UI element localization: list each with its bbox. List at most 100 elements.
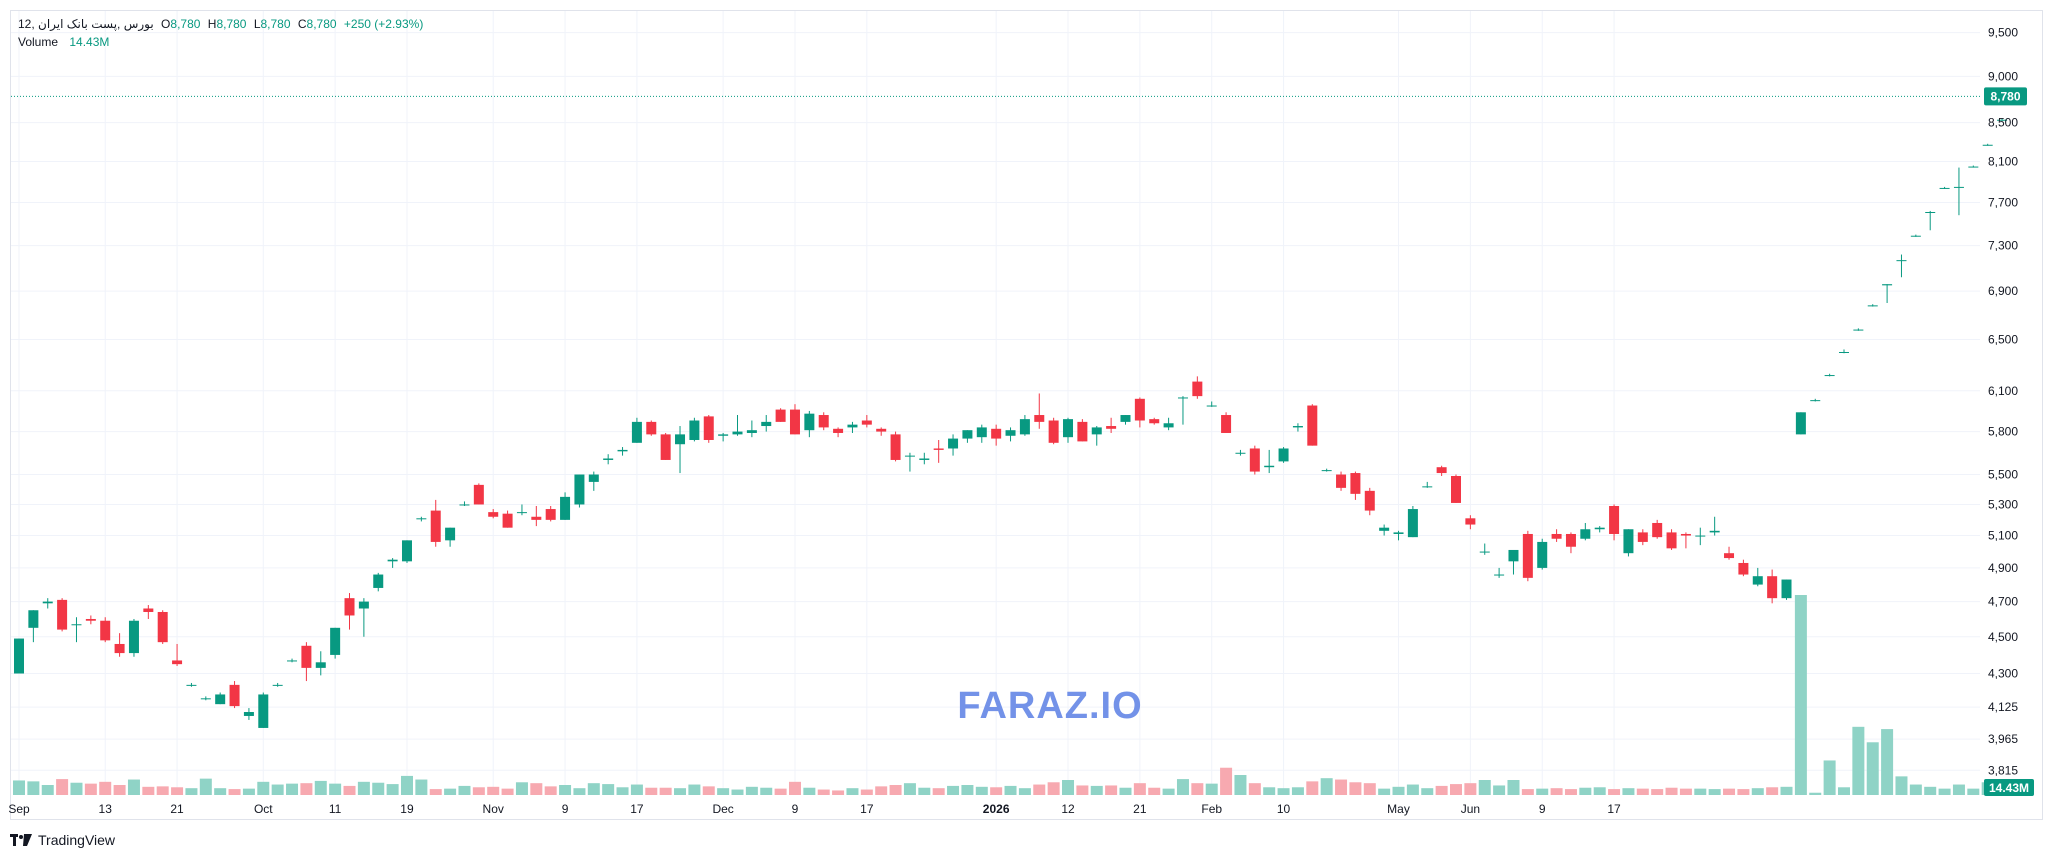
volume-bar (1105, 785, 1118, 795)
candle-body (689, 420, 700, 440)
volume-bar (1507, 780, 1520, 795)
candle-body (1134, 398, 1145, 421)
tradingview-logo[interactable]: TradingView (10, 832, 115, 848)
candle-body (1336, 474, 1347, 488)
volume-bar (70, 782, 83, 795)
volume-label[interactable]: Volume (18, 35, 59, 49)
volume-bar (372, 782, 385, 795)
candle-body (488, 512, 499, 517)
candle-body (833, 428, 844, 433)
volume-bar (961, 785, 974, 795)
candle-body (358, 601, 369, 609)
volume-bar (1708, 789, 1721, 795)
volume-bar (1090, 785, 1103, 795)
candle-body (1379, 527, 1390, 531)
candle-body (1838, 351, 1849, 353)
candle-body (1364, 490, 1375, 511)
volume-bar (1176, 779, 1189, 795)
volume-bar (400, 775, 413, 795)
volume-bar (271, 784, 284, 795)
volume-bar (1162, 788, 1175, 795)
candle-body (1824, 375, 1835, 377)
volume-bar (645, 787, 658, 795)
candle-body (761, 421, 772, 427)
volume-bar (544, 786, 557, 795)
candle-body (890, 434, 901, 460)
volume-bar (788, 781, 801, 795)
candle-body (919, 458, 930, 460)
volume-bar (1909, 784, 1922, 795)
volume-bar (185, 788, 198, 795)
candle-body (775, 409, 786, 422)
volume-bar (1579, 787, 1592, 795)
volume-bar (702, 786, 715, 795)
close-value: 8,780 (306, 17, 337, 31)
time-tick-label: Jun (1461, 802, 1480, 816)
open-label: O (161, 17, 171, 31)
volume-bar (659, 787, 672, 795)
volume-bar (13, 780, 25, 795)
candle-body (1939, 187, 1950, 189)
volume-bar (515, 782, 528, 795)
volume-bar (1493, 785, 1506, 795)
price-tick-label: 9,000 (1988, 69, 2018, 83)
volume-bar (1435, 785, 1448, 795)
price-axis[interactable]: 9,500 9,000 8,500 8,100 7,700 7,300 6,900 6,500… (1988, 26, 2018, 778)
volume-bar (731, 789, 744, 795)
time-tick-label: 2026 (983, 802, 1010, 816)
volume-bar (142, 786, 155, 795)
time-tick-label: 9 (562, 802, 569, 816)
time-tick-label: 21 (1133, 802, 1147, 816)
volume-bar (300, 783, 313, 795)
candle-body (818, 415, 829, 428)
candle-body (904, 455, 915, 457)
candle-body (143, 608, 154, 612)
volume-bar (257, 781, 270, 795)
candle-body (301, 645, 312, 668)
volume-bar (487, 786, 500, 795)
high-value: 8,780 (216, 17, 247, 31)
volume-bar (530, 783, 543, 795)
volume-bar (860, 789, 873, 795)
volume-bar (329, 783, 342, 795)
candle-body (1968, 166, 1979, 168)
candle-body (1738, 562, 1749, 575)
candle-body (1494, 574, 1505, 576)
volume-bar (386, 784, 399, 795)
symbol-name[interactable]: بورس ,پست بانک ایران ,12 (18, 17, 154, 31)
volume-bar (99, 781, 112, 795)
time-tick-label: Dec (712, 802, 733, 816)
volume-bar (228, 789, 241, 795)
price-tick-label: 5,800 (1988, 425, 2018, 439)
volume-bar (1809, 792, 1822, 795)
candle-body (861, 420, 872, 425)
volume-bar (1320, 778, 1333, 795)
volume-bar (84, 783, 97, 795)
volume-bar (415, 779, 428, 795)
volume-bar (458, 785, 471, 795)
candle-body (387, 559, 398, 562)
volume-bar (1723, 788, 1736, 795)
candle-body (1292, 426, 1303, 428)
volume-bar (1852, 726, 1865, 795)
candle-body (1810, 400, 1821, 402)
candle-body (1910, 235, 1921, 237)
volume-bar (990, 787, 1003, 795)
price-tick-label: 4,500 (1988, 630, 2018, 644)
candle-body (1652, 522, 1663, 538)
candle-body (1451, 475, 1461, 503)
price-tick-label: 4,700 (1988, 595, 2018, 609)
volume-bar (214, 788, 227, 795)
candle-body (1882, 284, 1893, 286)
last-price-badge (1984, 87, 2027, 106)
time-axis[interactable]: Sep 13 21 Oct 11 19 Nov 9 17 Dec 9 17 2026 12 21 Feb 10 M… (8, 802, 1621, 816)
volume-bar (1780, 786, 1793, 795)
time-tick-label: 13 (99, 802, 113, 816)
candle-body (1565, 533, 1576, 547)
price-tick-label: 4,900 (1988, 561, 2018, 575)
candle-body (1551, 533, 1562, 539)
candle-body (1350, 473, 1361, 494)
volume-bar (817, 789, 830, 795)
candle-body (948, 438, 959, 449)
